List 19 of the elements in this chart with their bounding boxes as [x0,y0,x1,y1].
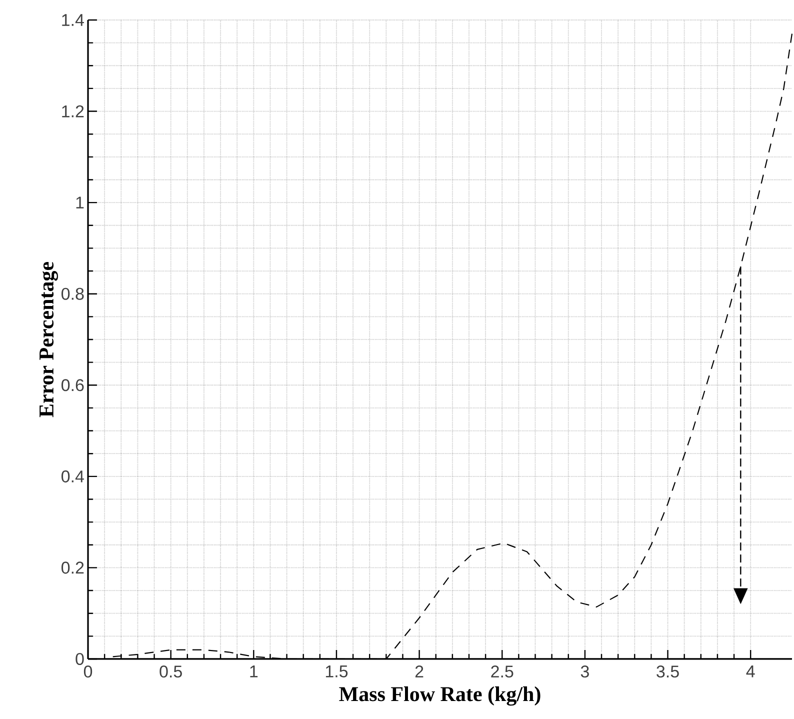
y-tick-label: 1.2 [62,105,84,118]
x-tick-label: 0 [84,666,92,678]
x-tick-label: 2 [415,666,424,678]
x-tick-label: 4 [746,666,755,678]
y-axis-title: Error Percentage [40,262,58,418]
y-tick-label: 1.4 [62,14,84,26]
y-tick-label: 0.6 [62,379,84,392]
x-tick-label: 1 [250,666,258,678]
x-tick-label: 0.5 [160,666,182,678]
x-tick-label: 3 [580,666,589,678]
y-tick-label: 0 [76,652,84,666]
y-tick-label: 0.8 [62,288,84,300]
y-tick-label: 0.4 [62,470,84,482]
y-tick-label: 0.2 [62,562,84,574]
x-tick-label: 2.5 [491,666,514,678]
x-axis-title: Mass Flow Rate (kg/h) [339,686,540,706]
x-tick-label: 1.5 [326,666,348,678]
y-tick-label: 1 [76,196,84,208]
x-tick-label: 3.5 [656,666,679,678]
